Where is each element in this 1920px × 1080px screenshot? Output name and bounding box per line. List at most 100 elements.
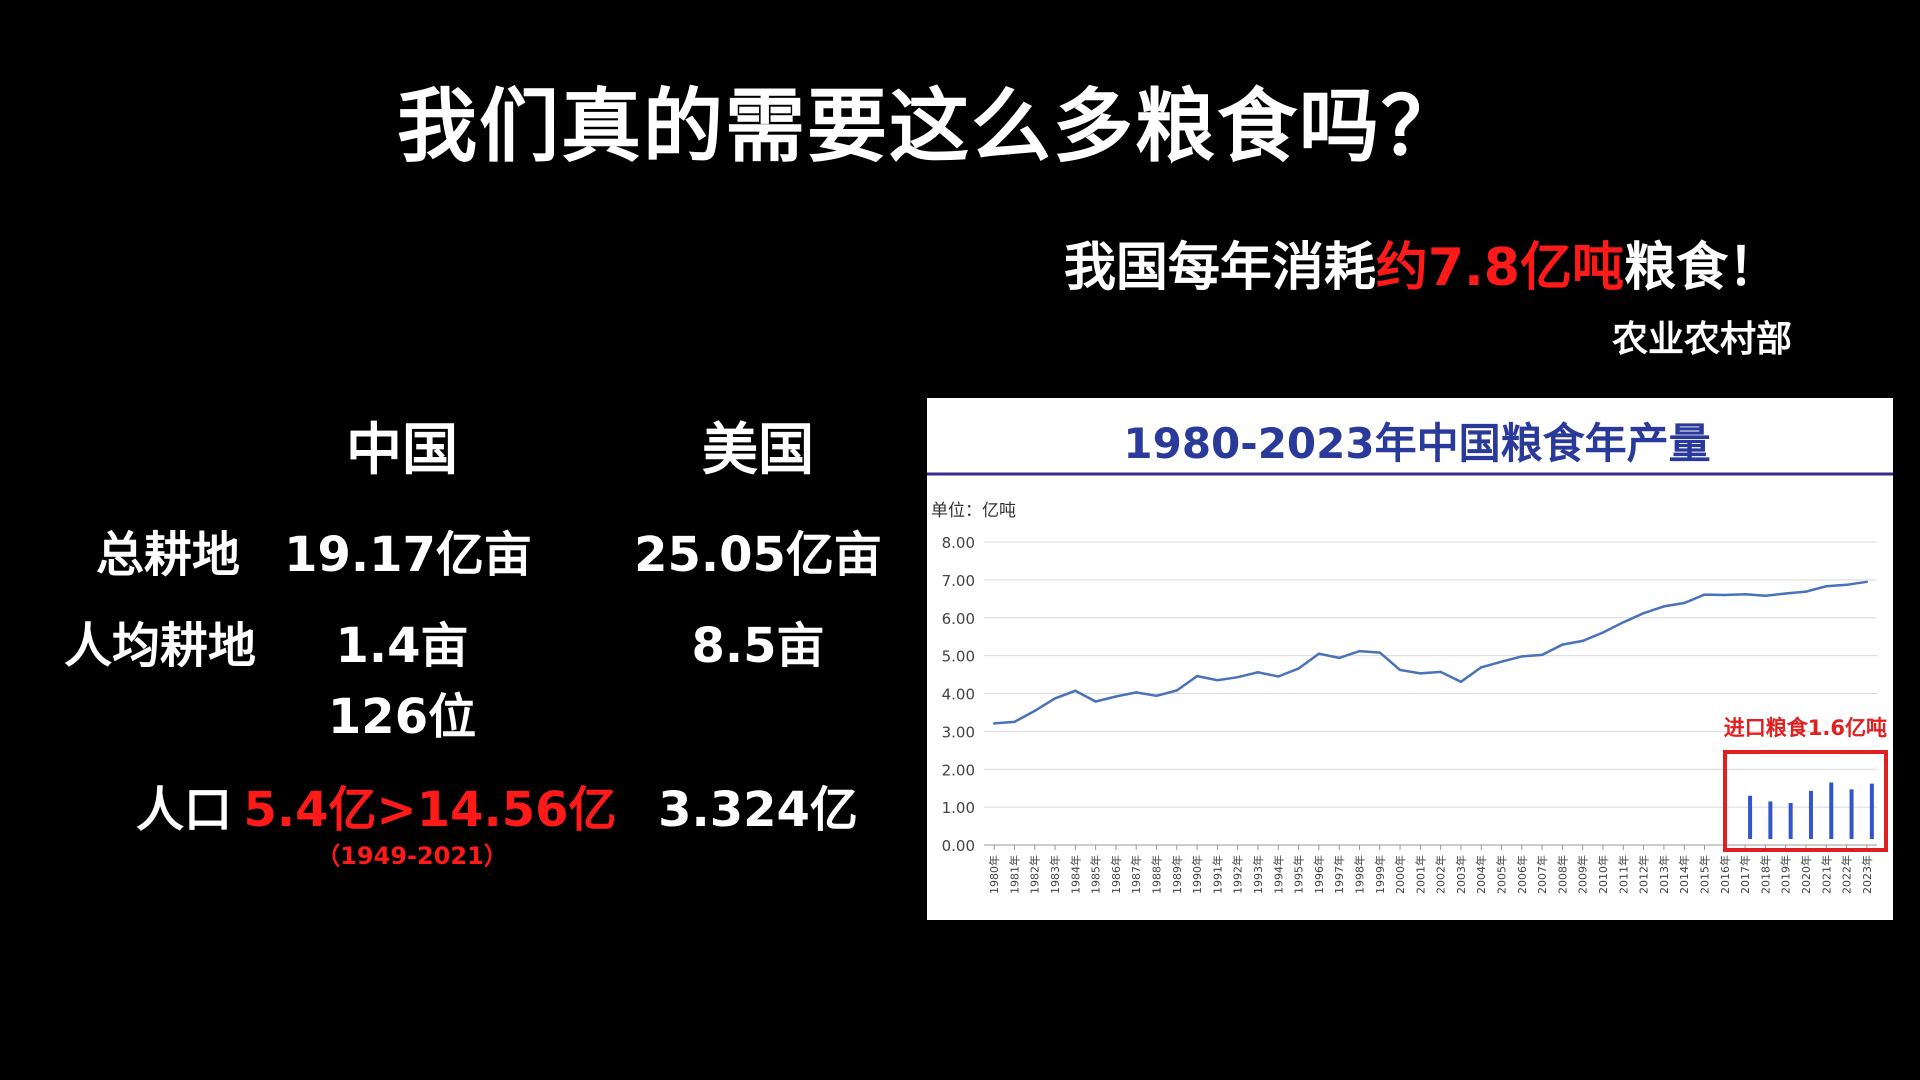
x-tick-label: 1990年: [1190, 855, 1204, 894]
grain-output-point: [1358, 649, 1361, 653]
y-tick-label: 4.00: [942, 686, 975, 704]
grain-output-point: [1074, 689, 1077, 693]
x-tick-label: 1988年: [1150, 855, 1164, 894]
x-tick-label: 2012年: [1637, 855, 1651, 894]
x-tick-label: 2021年: [1819, 855, 1833, 894]
grain-output-point: [1256, 671, 1260, 674]
grain-output-point: [1581, 639, 1584, 643]
grain-output-line: [994, 580, 1868, 725]
grain-output-point: [1114, 695, 1118, 698]
x-tick-label: 2000年: [1393, 855, 1407, 894]
chart-title: 1980-2023年中国粮食年产量: [1123, 419, 1710, 468]
y-tick-label: 6.00: [942, 610, 975, 628]
y-tick-label: 2.00: [942, 761, 975, 779]
grain-output-point: [1642, 612, 1645, 615]
import-annotation: 进口粮食1.6亿吨: [1724, 716, 1887, 740]
x-tick-label: 2023年: [1860, 855, 1874, 894]
grain-output-chart-panel: 1980-2023年中国粮食年产量 单位：亿吨 0.00 1.00 2.00 3.00…: [927, 398, 1893, 920]
grain-output-point: [1094, 700, 1097, 703]
x-tick-label: 2002年: [1434, 855, 1448, 894]
grain-output-point: [1277, 675, 1280, 678]
import-bar: [1829, 782, 1834, 839]
x-tick-label: 2004年: [1474, 855, 1488, 894]
grain-output-point: [1743, 593, 1747, 596]
row-label-per-capita: 人均耕地: [63, 618, 256, 674]
x-tick-label: 1986年: [1109, 855, 1123, 894]
y-tick-label: 1.00: [942, 799, 975, 817]
x-tick-label: 1997年: [1332, 855, 1346, 894]
x-tick-label: 1985年: [1089, 855, 1103, 894]
x-tick-label: 2011年: [1616, 855, 1630, 894]
x-tick-label: 1989年: [1170, 855, 1184, 894]
x-tick-label: 2013年: [1657, 855, 1671, 894]
x-tick-label: 1994年: [1271, 855, 1285, 894]
x-tick-label: 2022年: [1840, 855, 1854, 894]
population-years-note: （1949-2021）: [316, 842, 508, 870]
china-per-capita-rank: 126位: [327, 689, 477, 745]
y-tick-label: 3.00: [942, 723, 975, 741]
import-bar: [1768, 801, 1773, 839]
column-header-usa: 美国: [702, 418, 814, 483]
grain-output-point: [1195, 674, 1199, 678]
grain-output-point: [1561, 643, 1564, 646]
grain-output-point: [1013, 720, 1016, 724]
x-tick-label: 2008年: [1555, 855, 1569, 894]
grain-output-point: [1033, 709, 1036, 713]
grain-output-point: [1682, 601, 1686, 605]
grain-output-point: [1784, 592, 1787, 595]
grain-output-point: [1601, 631, 1605, 634]
chart-unit-label: 单位：亿吨: [931, 501, 1016, 521]
grain-output-point: [1135, 691, 1138, 694]
grain-output-point: [1459, 680, 1463, 683]
y-tick-label: 5.00: [942, 648, 975, 666]
source-label: 农业农村部: [1611, 319, 1792, 360]
x-tick-label: 2015年: [1697, 855, 1711, 894]
grain-output-point: [1662, 605, 1666, 608]
column-header-china: 中国: [346, 418, 458, 483]
grain-output-point: [1480, 666, 1483, 669]
import-bar: [1748, 795, 1753, 839]
china-population: 5.4亿>14.56亿: [243, 782, 617, 838]
x-tick-label: 2010年: [1596, 855, 1610, 894]
row-label-population: 人口: [135, 782, 232, 838]
grain-output-chart: 1980-2023年中国粮食年产量 单位：亿吨 0.00 1.00 2.00 3.00…: [927, 419, 1893, 894]
grain-output-point: [1155, 694, 1158, 697]
consumption-highlight: 约7.8亿吨: [1375, 238, 1624, 298]
grain-output-point: [1378, 651, 1381, 654]
usa-per-capita: 8.5亩: [691, 618, 825, 674]
grain-output-point: [1703, 593, 1706, 596]
x-tick-label: 1998年: [1352, 855, 1366, 894]
chart-grid: [984, 541, 1877, 846]
x-tick-label: 2020年: [1799, 855, 1813, 894]
grain-output-point: [1419, 672, 1422, 675]
import-highlight-box: [1723, 750, 1888, 852]
row-label-farmland: 总耕地: [95, 527, 240, 583]
x-tick-label: 1991年: [1210, 855, 1224, 894]
x-tick-label: 2014年: [1677, 855, 1691, 894]
import-bar: [1869, 783, 1874, 839]
grain-output-point: [1845, 583, 1848, 586]
x-tick-label: 1987年: [1129, 855, 1143, 894]
import-bars: [1748, 782, 1874, 839]
grain-output-point: [1825, 585, 1828, 588]
grain-output-point: [1439, 670, 1442, 674]
chart-x-axis: 1980年 1981年 1982年 1983年 1984年 1985年 1986年 1987年…: [984, 844, 1877, 894]
x-tick-label: 2007年: [1535, 855, 1549, 894]
x-tick-label: 2001年: [1413, 855, 1427, 894]
y-tick-label: 8.00: [942, 534, 975, 552]
grain-output-point: [1865, 580, 1869, 583]
grain-output-point: [1520, 655, 1524, 658]
chart-y-axis: 0.00 1.00 2.00 3.00 4.00 5.00 6.00 7.00 8.00: [942, 534, 975, 855]
x-tick-label: 2017年: [1738, 855, 1752, 894]
grain-output-point: [1216, 679, 1219, 682]
x-tick-label: 2009年: [1576, 855, 1590, 894]
x-tick-label: 2005年: [1495, 855, 1509, 894]
grain-output-point: [1804, 590, 1808, 593]
x-tick-label: 1984年: [1068, 855, 1082, 894]
import-bar: [1849, 789, 1854, 839]
x-tick-label: 1982年: [1028, 855, 1042, 894]
usa-population: 3.324亿: [658, 782, 858, 838]
grain-output-point: [1297, 667, 1300, 670]
x-tick-label: 2019年: [1779, 855, 1793, 894]
x-tick-label: 1981年: [1007, 855, 1021, 894]
